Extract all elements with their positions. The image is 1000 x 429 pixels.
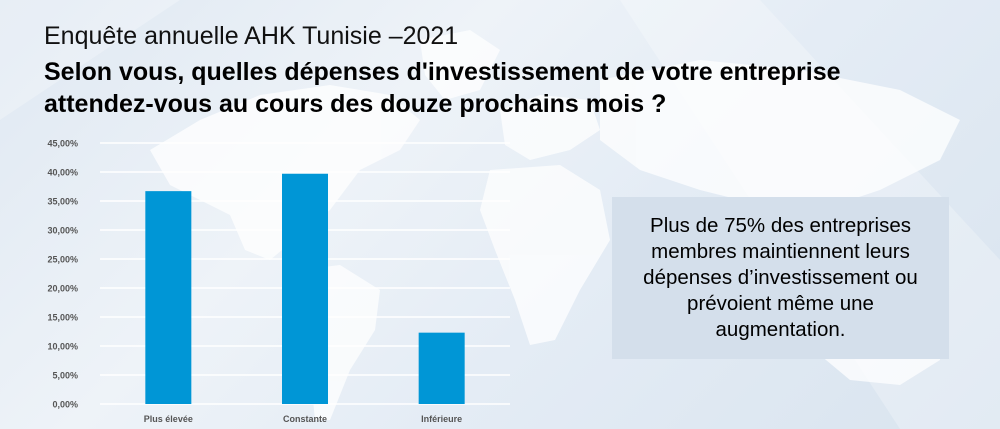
x-axis-labels: Plus élevée Constante Inférieure — [144, 414, 462, 424]
x-category-label: Inférieure — [421, 414, 462, 424]
bar-chart: 0,00% 5,00% 10,00% 15,00% 20,00% 25,00% 30,00%… — [47, 139, 510, 424]
survey-subtitle: Enquête annuelle AHK Tunisie –2021 — [44, 22, 459, 50]
y-tick-label: 5,00% — [52, 371, 78, 381]
x-category-label: Plus élevée — [144, 414, 193, 424]
y-tick-label: 30,00% — [47, 226, 78, 236]
question-title: Selon vous, quelles dépenses d'investiss… — [44, 58, 841, 118]
y-axis-ticks: 0,00% 5,00% 10,00% 15,00% 20,00% 25,00% 30,00%… — [47, 139, 78, 410]
bar — [282, 173, 328, 404]
y-tick-label: 10,00% — [47, 342, 78, 352]
y-tick-label: 45,00% — [47, 139, 78, 149]
bar — [418, 332, 465, 404]
y-tick-label: 40,00% — [47, 168, 78, 178]
bar — [145, 191, 192, 404]
y-tick-label: 0,00% — [52, 400, 78, 410]
x-category-label: Constante — [283, 414, 327, 424]
y-tick-label: 15,00% — [47, 313, 78, 323]
callout-box: Plus de 75% des entreprises membres main… — [612, 197, 949, 359]
y-tick-label: 20,00% — [47, 284, 78, 294]
bars — [145, 173, 465, 404]
y-tick-label: 35,00% — [47, 197, 78, 207]
y-tick-label: 25,00% — [47, 255, 78, 265]
callout-text: Plus de 75% des entreprises membres main… — [643, 214, 918, 341]
